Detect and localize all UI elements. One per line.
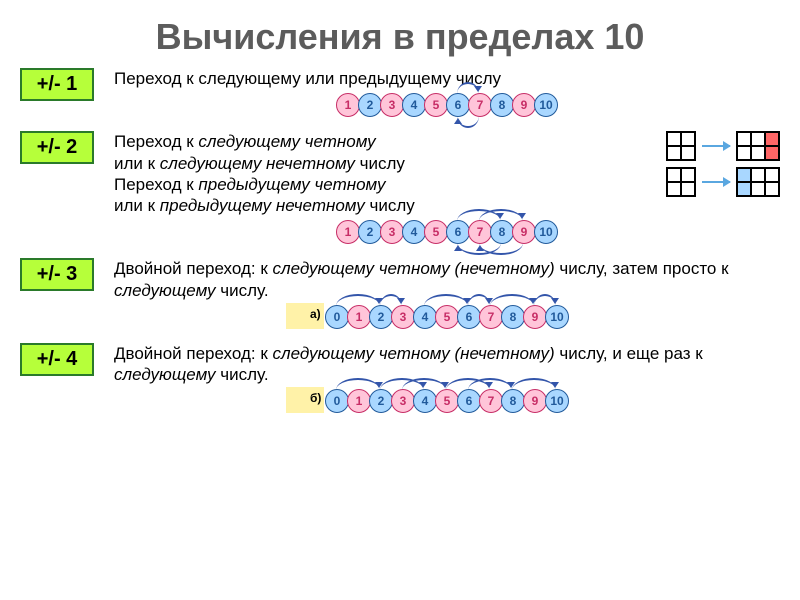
operation-badge: +/- 3 xyxy=(20,258,94,291)
number-circle: 8 xyxy=(490,220,514,244)
arrow-right-icon xyxy=(702,145,730,147)
number-circle: 7 xyxy=(479,305,503,329)
number-circle: 6 xyxy=(446,220,470,244)
number-circle: 0 xyxy=(325,389,349,413)
number-line: 12345678910 xyxy=(114,220,780,244)
number-line: а) 012345678910 xyxy=(114,305,780,329)
number-circle: 2 xyxy=(369,305,393,329)
section-row: +/- 1 Переход к следующему или предыдущем… xyxy=(20,68,780,125)
number-circle: 8 xyxy=(490,93,514,117)
section-row: +/- 3Двойной переход: к следующему четно… xyxy=(20,258,780,337)
number-circle: 1 xyxy=(336,93,360,117)
number-circle: 1 xyxy=(347,389,371,413)
number-circle: 6 xyxy=(446,93,470,117)
number-circle: 7 xyxy=(479,389,503,413)
number-circle: 3 xyxy=(380,93,404,117)
number-circle: 1 xyxy=(336,220,360,244)
number-line: 12345678910 xyxy=(114,93,780,117)
operation-badge: +/- 2 xyxy=(20,131,94,164)
section-row: +/- 2 Переход к следующему четномуили к с… xyxy=(20,131,780,252)
number-circle: 10 xyxy=(534,220,558,244)
number-circle: 3 xyxy=(391,389,415,413)
numline-prefix: б) xyxy=(310,391,321,405)
number-circle: 5 xyxy=(424,93,448,117)
arrow-right-icon xyxy=(702,181,730,183)
number-circle: 10 xyxy=(545,305,569,329)
number-circle: 7 xyxy=(468,220,492,244)
number-circle: 7 xyxy=(468,93,492,117)
number-circle: 0 xyxy=(325,305,349,329)
number-circle: 5 xyxy=(424,220,448,244)
parity-grids xyxy=(666,131,780,197)
number-circle: 8 xyxy=(501,389,525,413)
numline-prefix: а) xyxy=(310,307,321,321)
number-circle: 4 xyxy=(413,305,437,329)
number-circle: 9 xyxy=(512,220,536,244)
number-circle: 6 xyxy=(457,305,481,329)
number-line: б) 012345678910 xyxy=(114,389,780,413)
number-circle: 4 xyxy=(402,93,426,117)
section-description: Переход к предыдущему четномуили к преды… xyxy=(114,174,656,217)
transition-arc xyxy=(457,116,479,128)
number-circle: 3 xyxy=(391,305,415,329)
number-circle: 9 xyxy=(523,389,547,413)
number-circle: 5 xyxy=(435,305,459,329)
parity-grid-row xyxy=(666,131,780,161)
number-circle: 2 xyxy=(369,389,393,413)
number-circle: 10 xyxy=(545,389,569,413)
number-circle: 3 xyxy=(380,220,404,244)
operation-badge: +/- 1 xyxy=(20,68,94,101)
number-circle: 8 xyxy=(501,305,525,329)
number-circle: 4 xyxy=(413,389,437,413)
number-circle: 9 xyxy=(523,305,547,329)
section-description: Переход к следующему или предыдущему чис… xyxy=(114,68,780,89)
page-title: Вычисления в пределах 10 xyxy=(20,16,780,58)
operation-badge: +/- 4 xyxy=(20,343,94,376)
number-circle: 2 xyxy=(358,220,382,244)
section-row: +/- 4 Двойной переход: к следующему четно… xyxy=(20,343,780,422)
number-circle: 4 xyxy=(402,220,426,244)
section-description: Двойной переход: к следующему четному (н… xyxy=(114,343,780,386)
number-circle: 5 xyxy=(435,389,459,413)
section-description: Переход к следующему четномуили к следую… xyxy=(114,131,656,174)
number-circle: 2 xyxy=(358,93,382,117)
number-circle: 9 xyxy=(512,93,536,117)
number-circle: 6 xyxy=(457,389,481,413)
parity-grid-row xyxy=(666,167,780,197)
number-circle: 10 xyxy=(534,93,558,117)
number-circle: 1 xyxy=(347,305,371,329)
